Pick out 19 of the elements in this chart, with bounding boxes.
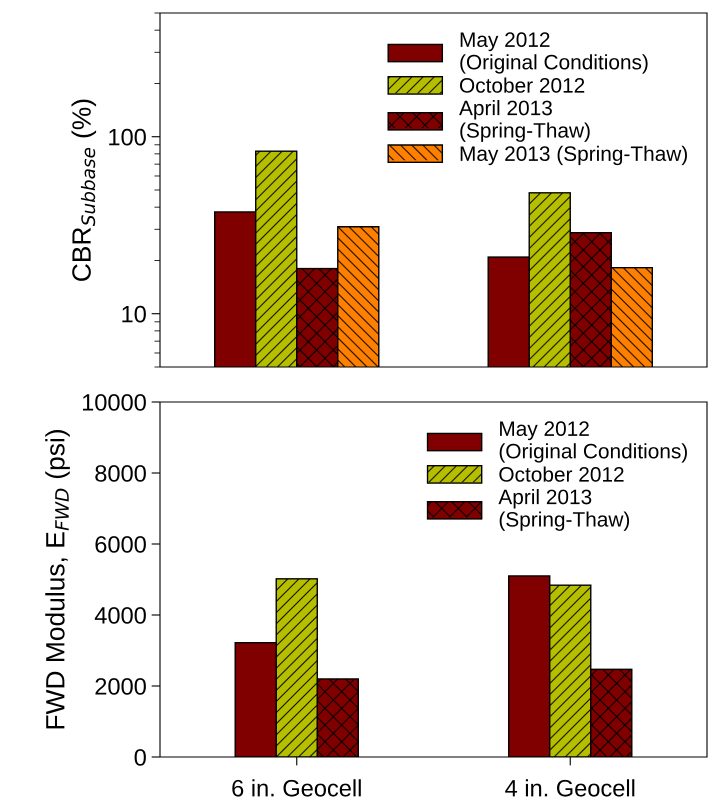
y-tick-label: 6000 <box>95 536 146 553</box>
y-tick-label: 4000 <box>94 607 146 624</box>
y-axis-title: FWD Modulus, E$_{FWD}$ (psi) <box>45 430 70 728</box>
y-tick-label: 0 <box>134 749 146 766</box>
y-axis-title: CBR$_{Subbase}$ (%) <box>72 100 96 281</box>
x-tick-label: 6 in. Geocell <box>232 779 361 797</box>
x-tick-label: 4 in. Geocell <box>505 779 634 797</box>
y-tick-label: 2000 <box>95 678 146 695</box>
y-tick-label: 100 <box>109 128 146 146</box>
y-tick-label: 10 <box>122 306 146 323</box>
legend-label: May 2013 (Spring-Thaw) <box>460 146 687 166</box>
legend-label: October 2012 <box>499 466 624 482</box>
y-tick-label: 10000 <box>82 394 146 411</box>
legend-label: May 2012 (Original Conditions) <box>500 421 687 463</box>
y-tick-label: 8000 <box>95 465 146 482</box>
legend-label: October 2012 <box>460 77 584 93</box>
legend-label: May 2012 (Original Conditions) <box>460 32 648 74</box>
legend-label: April 2013 (Spring-Thaw) <box>459 100 590 142</box>
legend-label: April 2013 (Spring-Thaw) <box>498 489 630 531</box>
